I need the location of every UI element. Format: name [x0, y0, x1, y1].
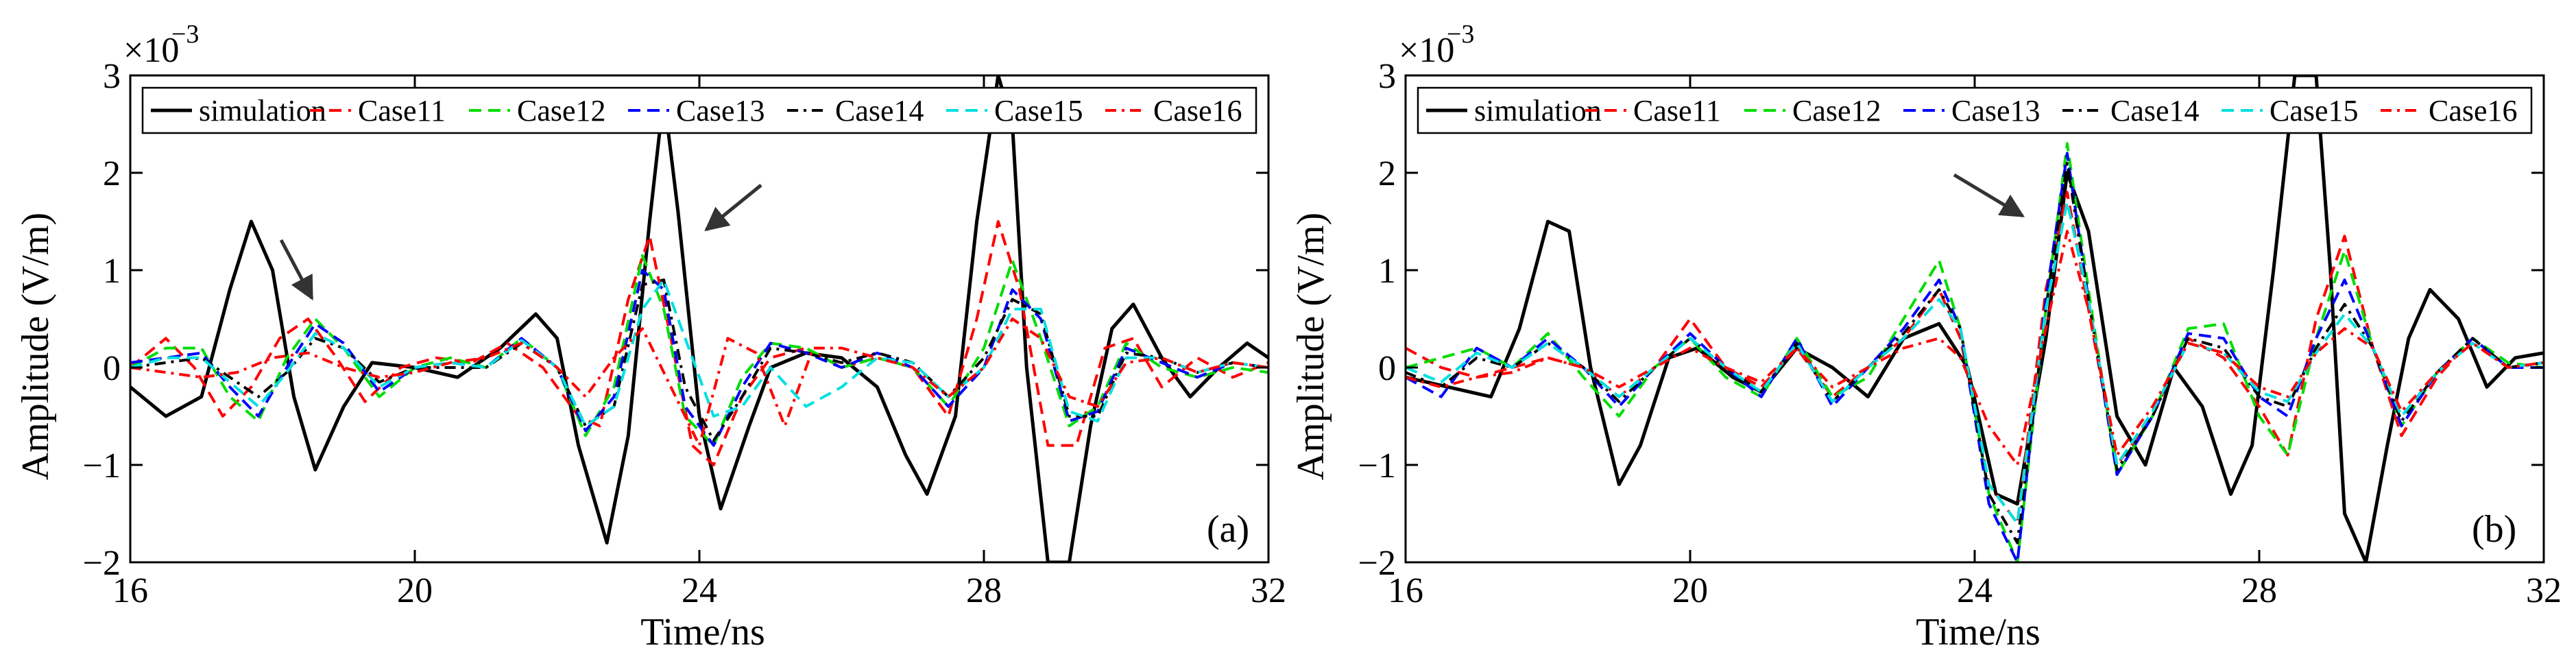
- annotation-arrow: [704, 184, 762, 232]
- y-axis-label-a: Amplitude (V/m): [14, 213, 57, 480]
- legend-label: simulation: [199, 94, 326, 128]
- plot-frame-b: [1404, 74, 2545, 564]
- legend-label: Case13: [1951, 94, 2041, 128]
- series-line-case15: [130, 278, 1268, 428]
- y-tick-label: 0: [1378, 349, 1396, 388]
- series-line-case12: [1406, 142, 2544, 562]
- x-axis-label-b: Time/ns: [1916, 611, 2041, 653]
- legend-label: Case11: [358, 94, 446, 128]
- x-tick-label: 32: [2526, 571, 2562, 610]
- series-group-b: [1406, 75, 2544, 562]
- legend-label: Case15: [2270, 94, 2359, 128]
- series-line-simulation: [130, 75, 1268, 562]
- panel-label-b: (b): [2472, 508, 2516, 551]
- y-tick-label: 3: [1378, 57, 1396, 96]
- y-tick-label: −2: [1358, 544, 1396, 583]
- legend-label: Case16: [2429, 94, 2518, 128]
- x-tick-label: 24: [682, 571, 717, 610]
- legend-box: [141, 86, 1257, 134]
- legend-label: Case14: [2110, 94, 2200, 128]
- x-tick-label: 28: [2241, 571, 2277, 610]
- legend-label: Case11: [1633, 94, 1721, 128]
- x-axis-label-a: Time/ns: [640, 611, 765, 653]
- legend-label: Case13: [676, 94, 765, 128]
- x-tick-label: 28: [966, 571, 1002, 610]
- panel-a: ×10 −3 Amplitude (V/m) Time/ns (a) 16 20 2…: [14, 20, 1286, 653]
- x-tick-label: 24: [1957, 571, 1993, 610]
- panel-label-a: (a): [1207, 508, 1249, 551]
- legend-label: simulation: [1474, 94, 1602, 128]
- y-exponent-base-a: ×10: [123, 31, 179, 70]
- x-tick-label: 20: [397, 571, 433, 610]
- series-line-case15: [1406, 200, 2544, 525]
- legend-label: Case14: [835, 94, 924, 128]
- x-tick-label: 20: [1672, 571, 1708, 610]
- y-tick-label: 2: [1378, 154, 1396, 193]
- series-line-case14: [130, 278, 1268, 442]
- y-tick-label: 2: [103, 154, 121, 193]
- series-line-case14: [1406, 161, 2544, 544]
- legend-label: Case12: [1792, 94, 1881, 128]
- series-line-case12: [130, 254, 1268, 447]
- y-exponent-base-b: ×10: [1399, 31, 1454, 70]
- y-exponent-power-a: −3: [171, 20, 199, 49]
- legend-label: Case12: [517, 94, 606, 128]
- legend-label: Case16: [1153, 94, 1242, 128]
- y-tick-label: 0: [103, 349, 121, 388]
- series-line-simulation: [1406, 75, 2544, 562]
- y-tick-label: 1: [1378, 252, 1396, 291]
- y-exponent-label-b: ×10 −3: [1399, 20, 1474, 70]
- series-line-case16: [1406, 230, 2544, 466]
- legend-label: Case15: [994, 94, 1083, 128]
- series-line-case13: [1406, 152, 2544, 562]
- panel-b: ×10 −3 Amplitude (V/m) Time/ns (b) 16 20 2…: [1290, 20, 2562, 653]
- y-tick-label: 1: [103, 252, 121, 291]
- y-exponent-power-b: −3: [1447, 20, 1474, 49]
- plot-frame-a: [129, 74, 1270, 564]
- y-tick-label: 3: [103, 57, 121, 96]
- annotation-arrow: [279, 239, 314, 301]
- y-tick-label: −1: [1358, 446, 1396, 485]
- y-tick-label: −2: [83, 544, 121, 583]
- series-line-case11: [1406, 191, 2544, 525]
- y-axis-label-b: Amplitude (V/m): [1290, 213, 1332, 480]
- series-group-a: [130, 75, 1268, 562]
- x-tick-label: 32: [1251, 571, 1286, 610]
- legend-b: simulation Case11 Case12 Case13 Case14 Case15…: [1417, 86, 2533, 134]
- x-tick-label: 16: [112, 571, 148, 610]
- annotation-arrow: [1953, 173, 2025, 218]
- y-tick-label: −1: [83, 446, 121, 485]
- series-line-case16: [130, 317, 1268, 447]
- y-exponent-label-a: ×10 −3: [123, 20, 199, 70]
- x-tick-label: 16: [1388, 571, 1423, 610]
- legend-a: simulation Case11 Case12 Case13 Case14 Case15…: [141, 86, 1257, 134]
- legend-box: [1417, 86, 2533, 134]
- series-line-case11: [130, 220, 1268, 466]
